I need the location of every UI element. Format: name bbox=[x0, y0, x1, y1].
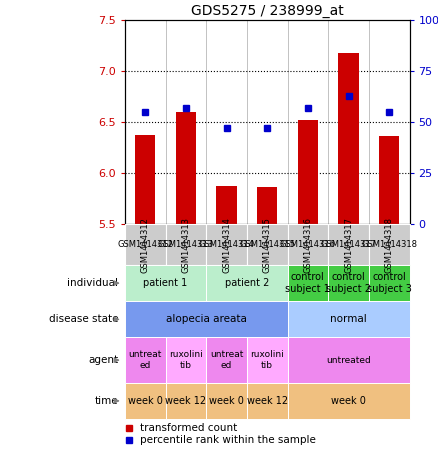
Bar bbox=[176, 112, 196, 224]
Text: week 0: week 0 bbox=[331, 396, 366, 406]
Text: untreat
ed: untreat ed bbox=[210, 351, 243, 370]
Text: ruxolini
tib: ruxolini tib bbox=[250, 351, 284, 370]
Text: GSM1414317: GSM1414317 bbox=[321, 240, 377, 249]
Text: control
subject 1: control subject 1 bbox=[286, 272, 330, 294]
Bar bbox=[257, 187, 277, 224]
Text: GSM1414317: GSM1414317 bbox=[344, 217, 353, 273]
Text: patient 2: patient 2 bbox=[225, 278, 269, 288]
Text: GSM1414313: GSM1414313 bbox=[181, 217, 191, 273]
Text: untreat
ed: untreat ed bbox=[128, 351, 162, 370]
Text: week 0: week 0 bbox=[128, 396, 162, 406]
Text: time: time bbox=[95, 396, 118, 406]
Text: control
subject 2: control subject 2 bbox=[326, 272, 371, 294]
Text: ruxolini
tib: ruxolini tib bbox=[169, 351, 203, 370]
Text: individual: individual bbox=[67, 278, 118, 288]
Text: week 12: week 12 bbox=[247, 396, 288, 406]
Text: GSM1414312: GSM1414312 bbox=[117, 240, 173, 249]
Text: GSM1414315: GSM1414315 bbox=[263, 217, 272, 273]
Text: GSM1414313: GSM1414313 bbox=[158, 240, 214, 249]
Text: GSM1414314: GSM1414314 bbox=[222, 217, 231, 273]
Text: GSM1414314: GSM1414314 bbox=[198, 240, 254, 249]
Text: alopecia areata: alopecia areata bbox=[166, 314, 247, 324]
Text: GSM1414316: GSM1414316 bbox=[280, 240, 336, 249]
Text: untreated: untreated bbox=[326, 356, 371, 365]
Bar bbox=[298, 120, 318, 224]
Text: normal: normal bbox=[330, 314, 367, 324]
Bar bbox=[135, 135, 155, 224]
Text: patient 1: patient 1 bbox=[143, 278, 187, 288]
Bar bbox=[216, 186, 237, 224]
Text: GSM1414312: GSM1414312 bbox=[141, 217, 150, 273]
Text: percentile rank within the sample: percentile rank within the sample bbox=[140, 435, 316, 445]
Bar bbox=[379, 135, 399, 224]
Text: week 0: week 0 bbox=[209, 396, 244, 406]
Bar bbox=[338, 53, 359, 224]
Text: week 12: week 12 bbox=[165, 396, 206, 406]
Text: GSM1414318: GSM1414318 bbox=[361, 240, 417, 249]
Text: GSM1414315: GSM1414315 bbox=[239, 240, 295, 249]
Text: disease state: disease state bbox=[49, 314, 118, 324]
Text: control
subject 3: control subject 3 bbox=[367, 272, 412, 294]
Text: transformed count: transformed count bbox=[140, 423, 237, 433]
Text: GSM1414316: GSM1414316 bbox=[304, 217, 312, 273]
Title: GDS5275 / 238999_at: GDS5275 / 238999_at bbox=[191, 4, 343, 18]
Text: agent: agent bbox=[88, 355, 118, 365]
Text: GSM1414318: GSM1414318 bbox=[385, 217, 394, 273]
